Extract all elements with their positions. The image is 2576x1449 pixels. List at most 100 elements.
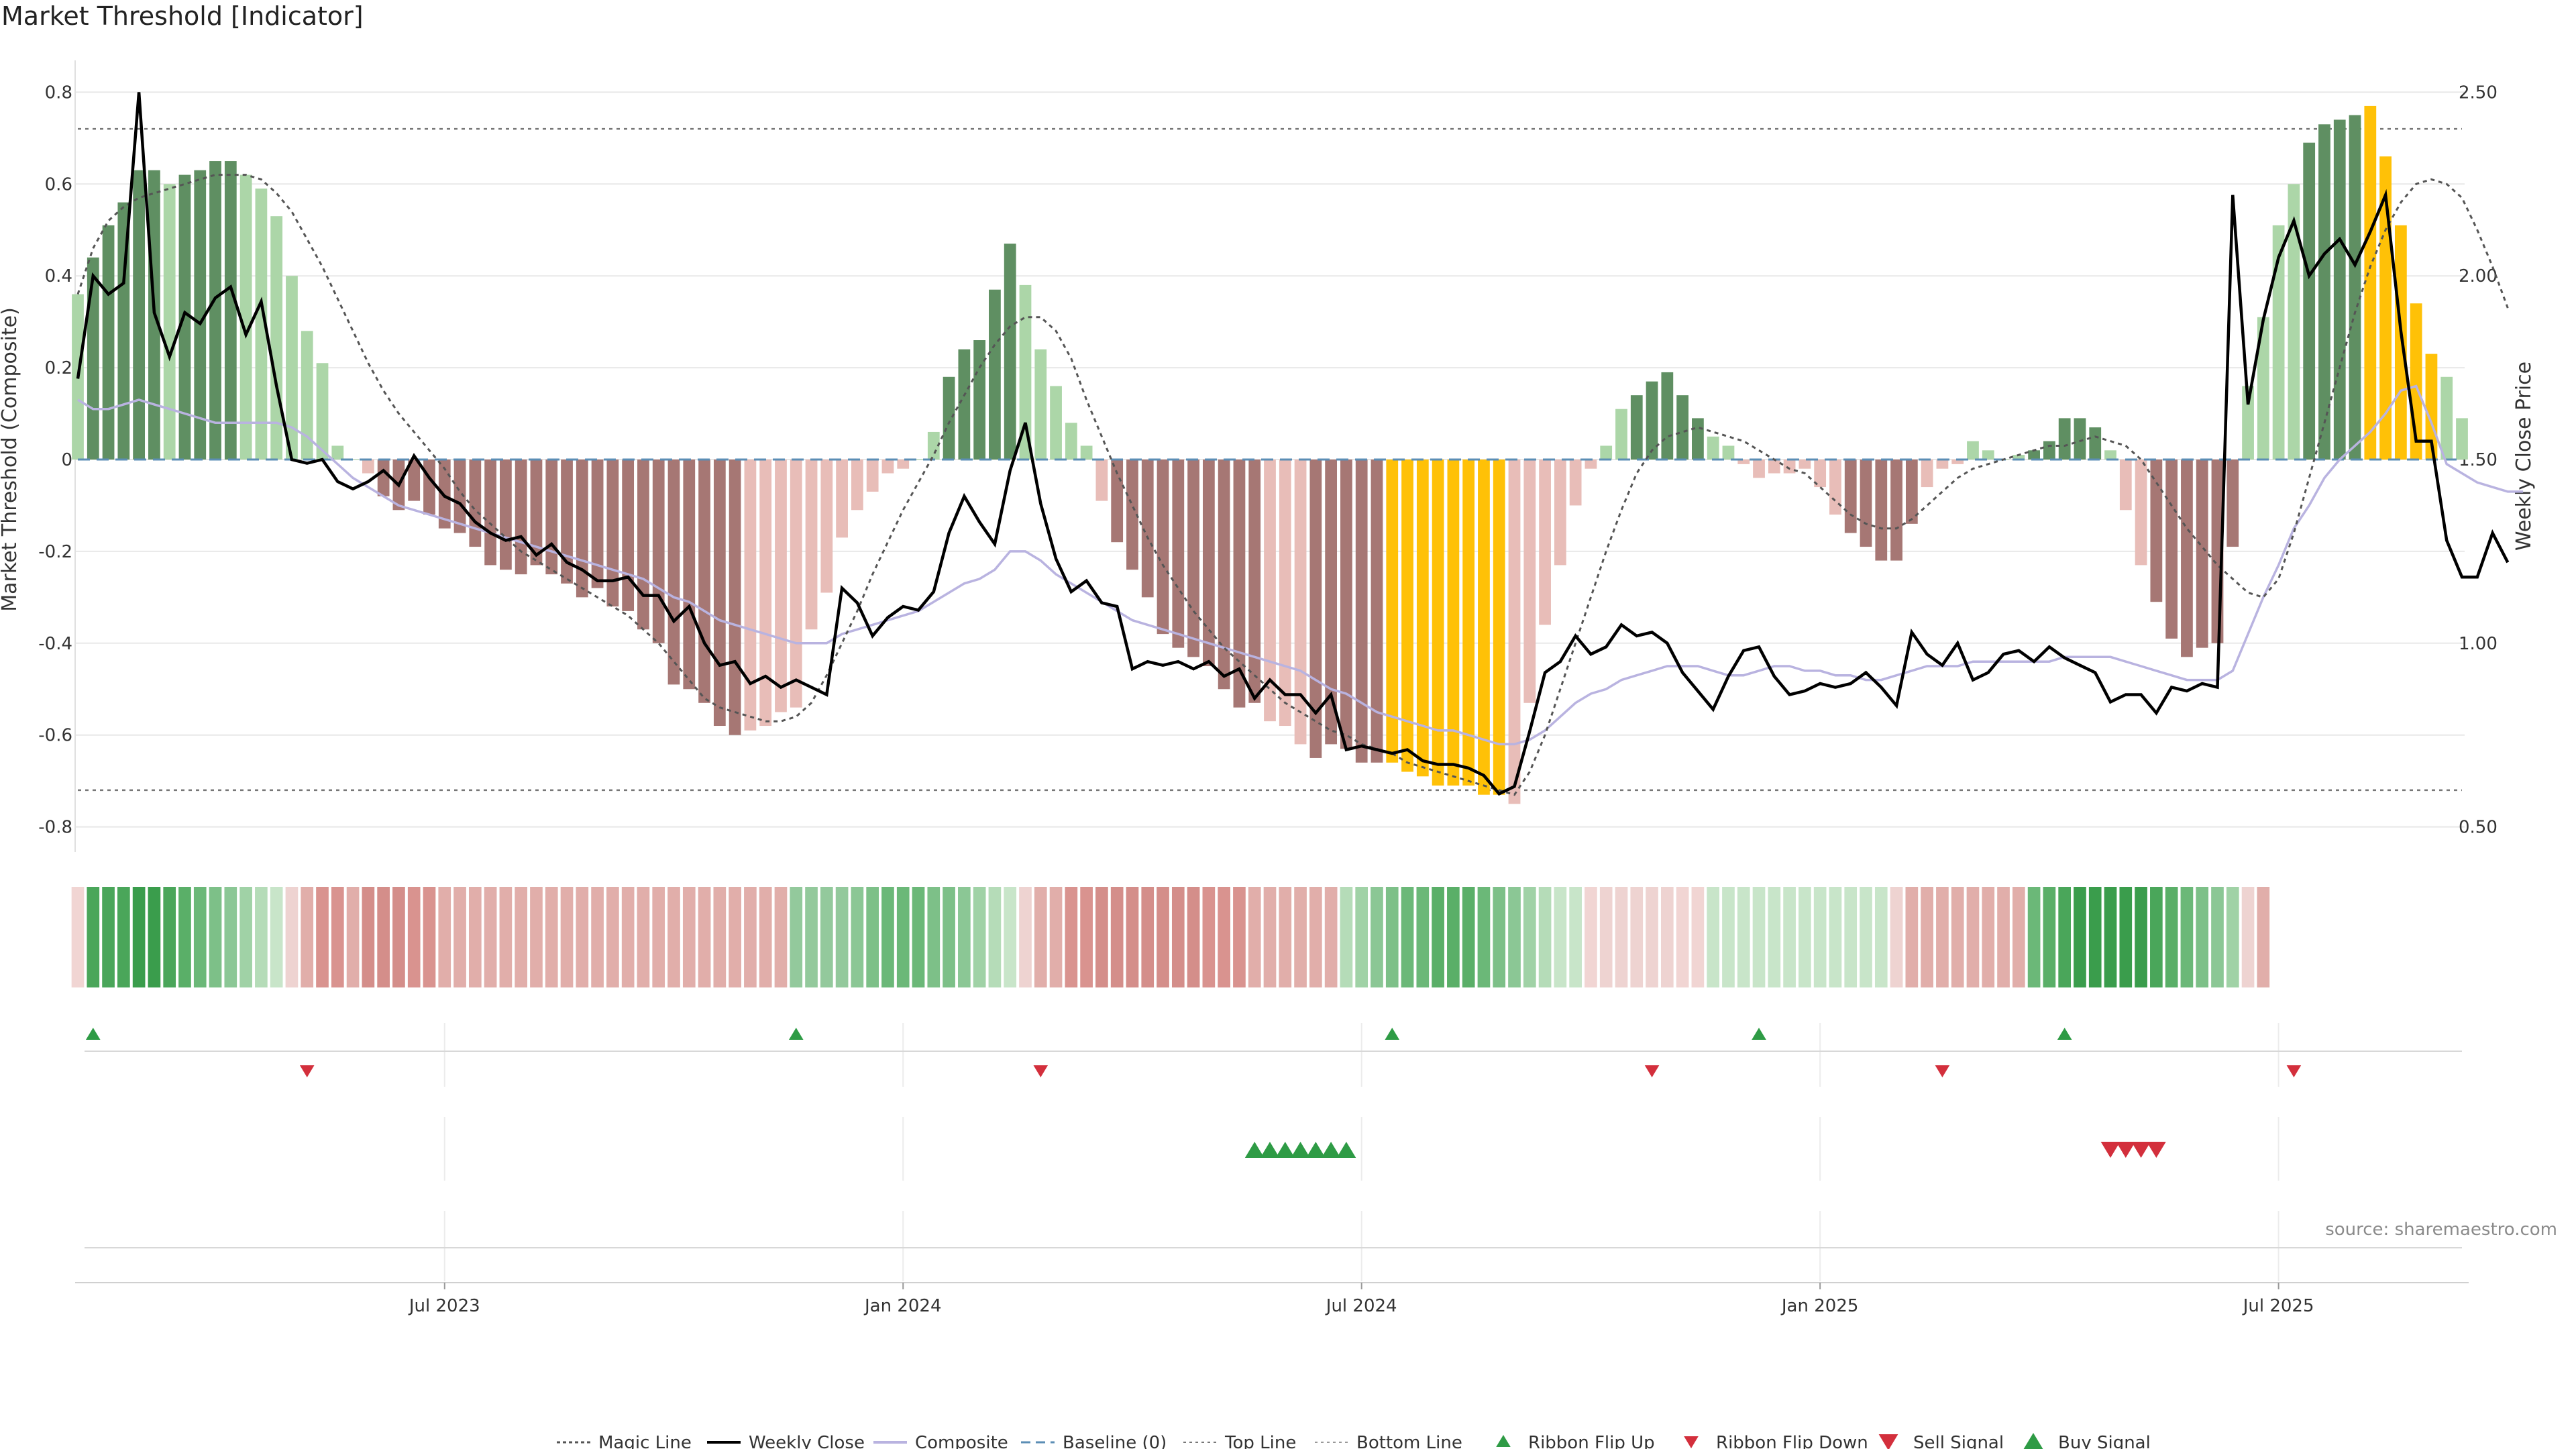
ribbon-cell	[270, 887, 283, 987]
ribbon-cell	[1523, 887, 1536, 987]
composite-bar	[1936, 460, 1949, 469]
ribbon-cell	[576, 887, 589, 987]
ribbon-cell	[163, 887, 176, 987]
composite-bar	[2318, 124, 2330, 460]
ribbon-cell	[2211, 887, 2224, 987]
ribbon-cell	[1737, 887, 1750, 987]
ribbon-cell	[484, 887, 497, 987]
ribbon-cell	[1233, 887, 1246, 987]
legend-item-label: Ribbon Flip Up	[1528, 1433, 1655, 1449]
ribbon-cell	[1860, 887, 1872, 987]
ribbon-cell	[1799, 887, 1811, 987]
composite-bar	[2333, 119, 2346, 460]
composite-bar	[1157, 460, 1169, 635]
composite-bar	[1783, 460, 1796, 474]
composite-line	[77, 384, 2524, 746]
ribbon-cell	[958, 887, 971, 987]
ribbon-cell	[1110, 887, 1124, 987]
ribbon-cell	[1538, 887, 1552, 987]
legend-item-label: Baseline (0)	[1063, 1433, 1167, 1449]
legend-item-label: Top Line	[1224, 1433, 1296, 1449]
ribbon-cell	[1171, 887, 1185, 987]
ribbon-cell	[316, 887, 329, 987]
ribbon-cell	[1279, 887, 1292, 987]
ribbon-cell	[1813, 887, 1827, 987]
composite-bar	[698, 460, 710, 703]
composite-bar	[2242, 386, 2254, 460]
y-axis-label-right: Weekly Close Price	[2512, 362, 2536, 551]
ribbon-cell	[713, 887, 727, 987]
ribbon-cell	[1630, 887, 1644, 987]
composite-bar	[667, 460, 680, 685]
composite-bar	[943, 376, 955, 460]
composite-bar	[209, 161, 221, 460]
ribbon-cell	[423, 887, 436, 987]
composite-bar	[1921, 460, 1933, 488]
ribbon-cell	[1752, 887, 1766, 987]
composite-bar	[301, 331, 313, 460]
ribbon-cell	[285, 887, 299, 987]
ribbon-cell	[1034, 887, 1047, 987]
ribbon-cell	[682, 887, 696, 987]
composite-bar	[1860, 460, 1872, 547]
composite-bar	[362, 460, 374, 474]
legend-symbol-buy	[2023, 1433, 2043, 1449]
ribbon-cell	[545, 887, 558, 987]
composite-bar	[1722, 445, 1735, 460]
ribbon-cell	[1248, 887, 1261, 987]
ribbon-cell	[1385, 887, 1399, 987]
buy-signal-marker	[1291, 1142, 1310, 1158]
y-tick-label-left: 0.6	[45, 174, 72, 195]
ribbon-cell	[148, 887, 161, 987]
composite-bar	[1615, 409, 1627, 460]
composite-bar	[408, 460, 421, 501]
ribbon-cell	[132, 887, 146, 987]
composite-bar	[1401, 460, 1413, 772]
composite-bar	[1202, 460, 1215, 667]
composite-bar	[652, 460, 665, 643]
composite-bar	[1172, 460, 1185, 648]
composite-bar	[469, 460, 482, 547]
composite-bar	[2181, 460, 2193, 657]
ribbon-cell	[2027, 887, 2041, 987]
composite-bar	[866, 460, 879, 492]
ribbon-cell	[805, 887, 818, 987]
ribbon-flip-down-marker	[2286, 1065, 2302, 1077]
composite-bar	[1248, 460, 1261, 703]
buy-signal-marker	[1321, 1142, 1341, 1158]
y-tick-label-left: 0.8	[45, 83, 72, 103]
ribbon-cell	[255, 887, 268, 987]
composite-bar	[1569, 460, 1582, 506]
y-tick-label-left: 0.4	[45, 266, 72, 286]
composite-bar	[2104, 450, 2116, 460]
y-tick-label-right: 2.00	[2459, 266, 2498, 286]
ribbon-cell	[2119, 887, 2133, 987]
ribbon-cell	[1477, 887, 1491, 987]
composite-bar	[591, 460, 604, 588]
composite-bar	[1218, 460, 1230, 690]
composite-bar	[286, 276, 298, 460]
composite-bar	[1004, 244, 1016, 460]
ribbon-cell	[377, 887, 390, 987]
ribbon-cell	[1874, 887, 1888, 987]
ribbon-cell	[453, 887, 466, 987]
composite-bar	[2456, 418, 2468, 460]
composite-bar	[637, 460, 649, 630]
ribbon-cell	[667, 887, 680, 987]
composite-bar	[1141, 460, 1154, 598]
ribbon-cell	[407, 887, 421, 987]
y-axis-label-left: Market Threshold (Composite)	[0, 307, 21, 612]
y-tick-label-right: 1.00	[2459, 634, 2498, 654]
ribbon-cell	[1095, 887, 1108, 987]
composite-bar	[331, 445, 344, 460]
composite-bar	[790, 460, 802, 708]
ribbon-cell	[438, 887, 451, 987]
composite-bar	[2058, 418, 2071, 460]
legend-item-label: Magic Line	[598, 1433, 692, 1449]
composite-bar	[1233, 460, 1246, 708]
composite-bar	[881, 460, 894, 474]
ribbon-cell	[499, 887, 513, 987]
ribbon-cell	[346, 887, 360, 987]
composite-bar	[1554, 460, 1566, 566]
